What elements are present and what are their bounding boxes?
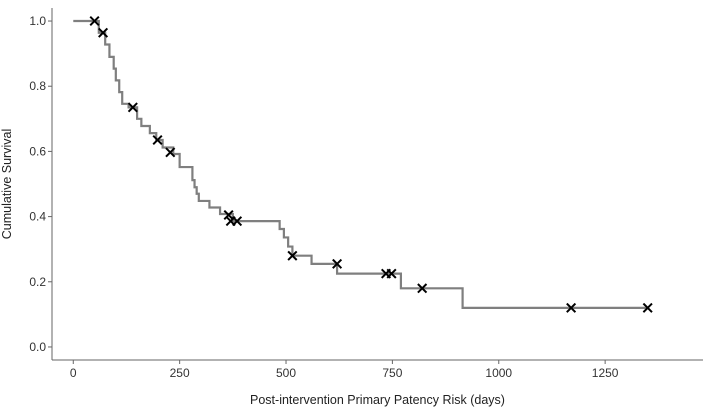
censor-mark	[152, 134, 163, 146]
tick-group: 0 250 500 750 1000 1250 0.0 0.2 0.4 0.6 0.8 1.0	[29, 14, 618, 380]
x-tick-label: 1250	[592, 366, 619, 380]
censor-mark	[225, 216, 236, 227]
censor-mark	[417, 283, 428, 294]
censor-mark	[386, 268, 397, 279]
x-axis-label: Post-intervention Primary Patency Risk (…	[250, 393, 505, 407]
y-tick-label: 0.6	[29, 144, 46, 158]
censor-mark	[566, 302, 577, 313]
y-tick-label: 0.0	[29, 340, 46, 354]
x-tick-label: 1000	[485, 366, 512, 380]
censor-mark	[642, 302, 653, 313]
y-axis-label: Cumulative Survival	[0, 129, 14, 239]
censor-markers	[89, 16, 653, 313]
x-tick-label: 500	[276, 366, 296, 380]
survival-curve	[73, 19, 648, 309]
censor-mark	[127, 102, 138, 113]
y-tick-label: 1.0	[29, 14, 46, 28]
y-tick-label: 0.4	[29, 210, 46, 224]
censor-mark	[89, 16, 100, 27]
x-tick-label: 750	[382, 366, 402, 380]
censor-mark	[287, 250, 298, 261]
axes	[51, 8, 703, 361]
x-tick-label: 0	[70, 366, 77, 380]
censor-mark	[332, 258, 343, 269]
censor-mark	[232, 216, 243, 227]
y-tick-label: 0.8	[29, 79, 46, 93]
censor-mark	[165, 147, 176, 158]
x-tick-label: 250	[170, 366, 190, 380]
y-tick-label: 0.2	[29, 275, 46, 289]
censor-mark	[98, 27, 109, 38]
